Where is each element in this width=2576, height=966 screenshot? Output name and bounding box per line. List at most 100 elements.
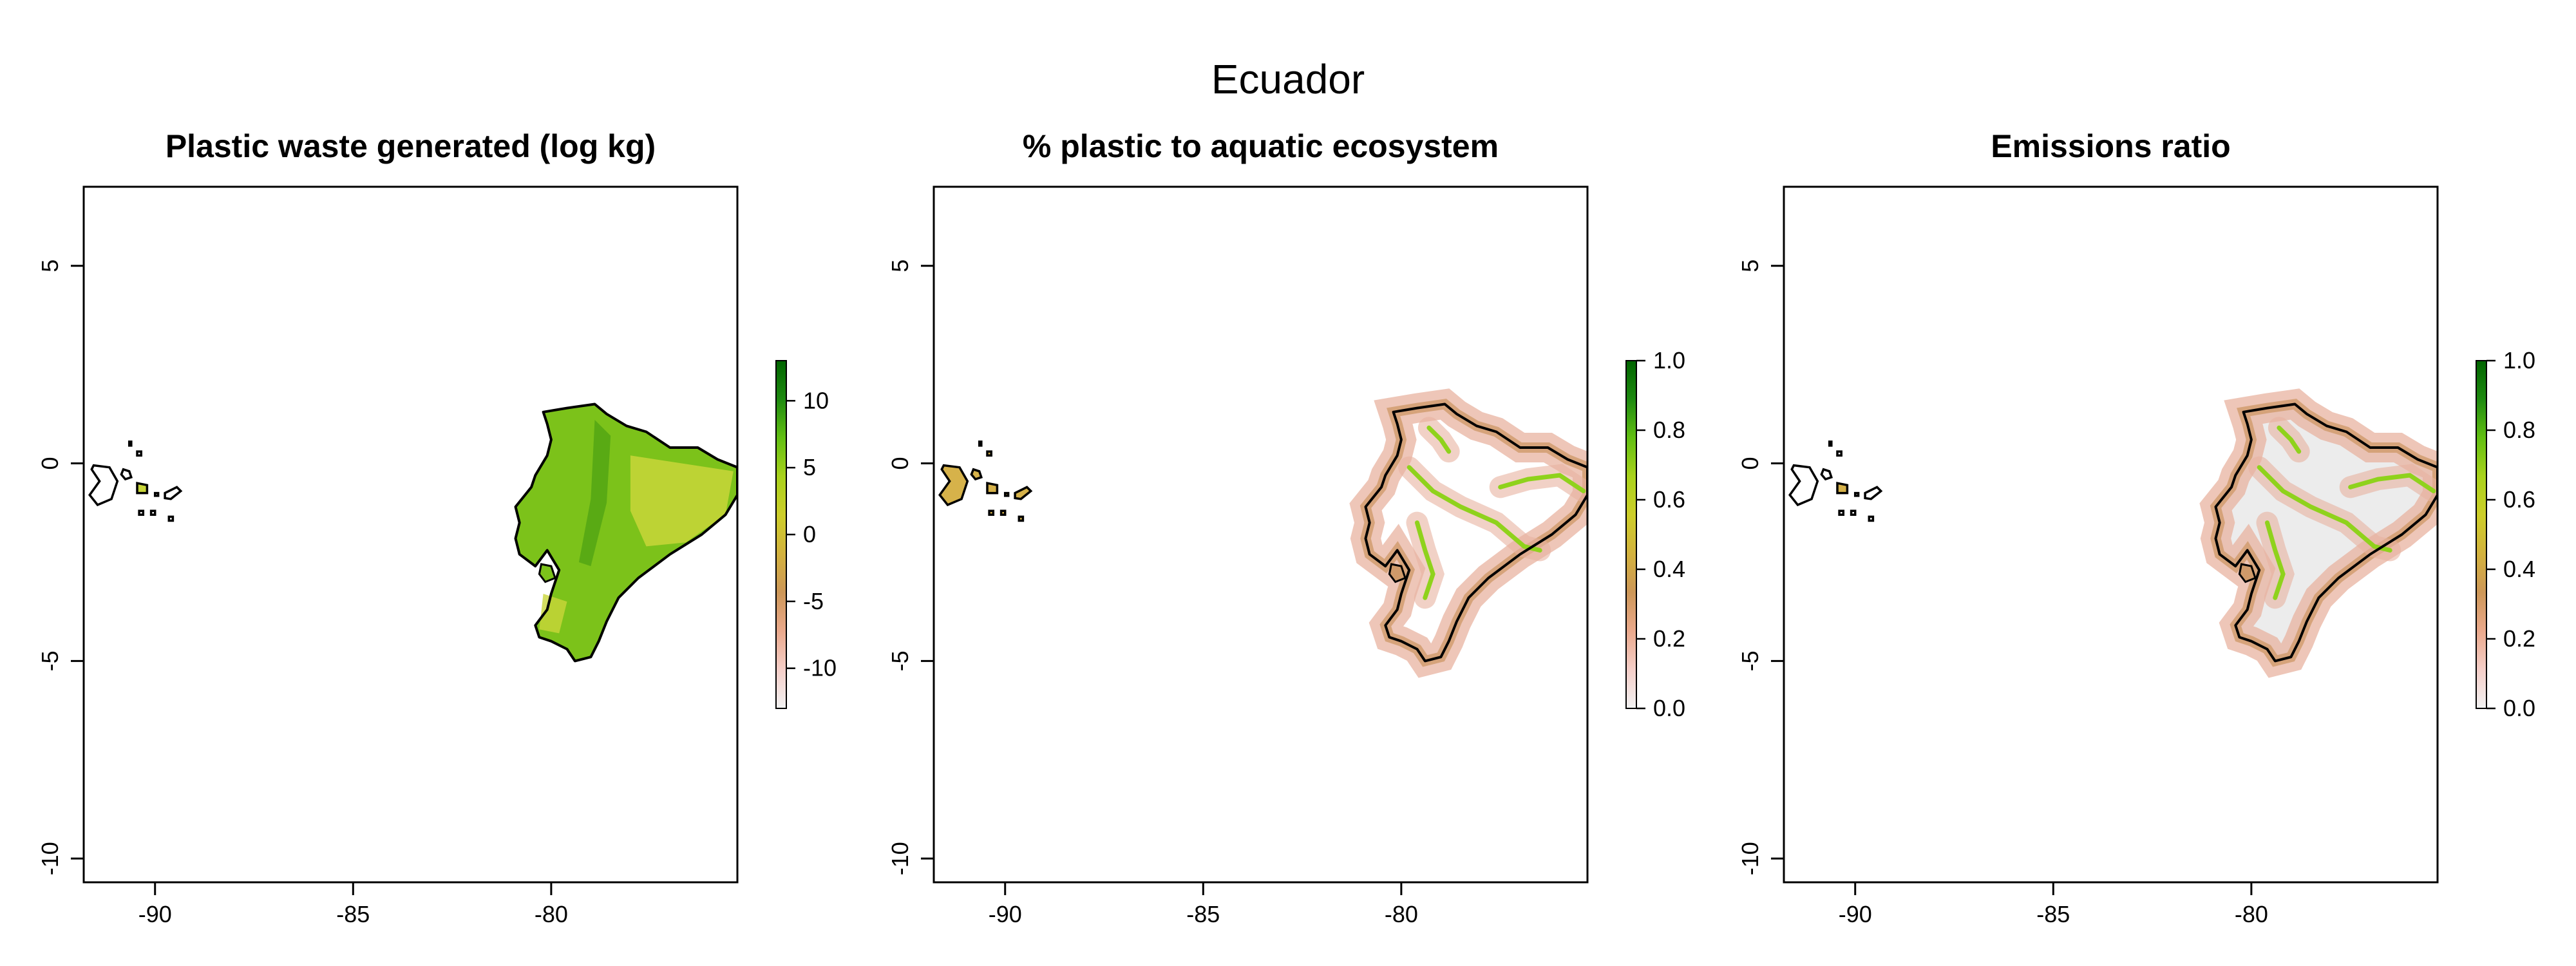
river	[2348, 473, 2436, 493]
y-tick-label: -5	[37, 650, 63, 671]
legend-tick-label: 0.6	[1653, 486, 1685, 513]
legend-tick-label: -5	[803, 588, 824, 614]
galapagos-island	[120, 468, 133, 481]
galapagos-island	[1836, 482, 1849, 495]
legend-tick-label: -10	[803, 655, 837, 681]
legend-tick-label: 0	[803, 521, 816, 547]
river	[1415, 520, 1435, 600]
puna-island	[2238, 563, 2257, 583]
river	[2265, 520, 2286, 600]
legend-bar	[775, 360, 787, 709]
color-legend: 1.0 0.8 0.6 0.4 0.2 0.0	[1625, 347, 1685, 721]
mainland-outline	[1364, 402, 1587, 663]
x-tick-label: -90	[138, 901, 172, 927]
galapagos-island	[1853, 491, 1860, 497]
y-tick-label: 0	[37, 457, 63, 470]
galapagos-island	[167, 515, 175, 522]
galapagos-island	[1838, 509, 1845, 516]
legend-tick-label: 1.0	[2503, 347, 2535, 374]
galapagos-island	[1820, 468, 1833, 481]
y-tick-label: -10	[1737, 842, 1763, 875]
galapagos-island	[136, 482, 149, 495]
x-tick-label: -85	[1186, 901, 1220, 927]
galapagos-island	[970, 468, 983, 481]
galapagos-island	[999, 509, 1007, 516]
mainland-outline	[514, 402, 737, 663]
galapagos-island	[1864, 486, 1883, 500]
river	[2277, 425, 2302, 454]
y-tick-label: 0	[887, 457, 913, 470]
galapagos-island	[149, 509, 156, 516]
panel-title: Plastic waste generated (log kg)	[166, 128, 656, 164]
galapagos-island	[978, 440, 983, 447]
legend-bar	[2476, 360, 2487, 709]
y-tick-label: -10	[37, 842, 63, 875]
color-legend: 10 5 0 -5 -10	[775, 360, 837, 709]
y-tick-label: -10	[887, 842, 913, 875]
legend-tick-label: 0.6	[2503, 486, 2535, 513]
galapagos-island	[88, 464, 119, 507]
galapagos-island	[1018, 515, 1025, 522]
map-panel-3: Emissions ratio -90 -85 -80 5 0 -5 -10 1.0 0.8 0.6…	[1737, 128, 2535, 927]
galapagos-island	[1014, 486, 1033, 500]
river	[1406, 465, 1542, 553]
river	[1426, 425, 1452, 454]
river	[1498, 473, 1586, 493]
x-tick-label: -80	[535, 901, 568, 927]
legend-bar	[1625, 360, 1637, 709]
x-tick-label: -80	[2235, 901, 2268, 927]
puna-island	[538, 563, 556, 583]
y-tick-label: 5	[37, 260, 63, 272]
galapagos-island	[1003, 491, 1010, 497]
galapagos-island	[1850, 509, 1857, 516]
puna-island	[1388, 563, 1406, 583]
galapagos-island	[986, 450, 992, 457]
map-area	[938, 388, 1587, 678]
mainland-outline	[2214, 402, 2438, 663]
x-tick-label: -85	[336, 901, 370, 927]
panel-title: % plastic to aquatic ecosystem	[1023, 128, 1499, 164]
legend-tick-label: 0.4	[2503, 556, 2535, 582]
galapagos-island	[1828, 440, 1833, 447]
y-tick-label: 0	[1737, 457, 1763, 470]
galapagos-island	[153, 491, 160, 497]
y-tick-label: 5	[1737, 260, 1763, 272]
legend-tick-label: 0.2	[1653, 625, 1685, 652]
x-tick-label: -90	[989, 901, 1022, 927]
legend-tick-label: 10	[803, 387, 829, 413]
galapagos-island	[138, 509, 145, 516]
map-area	[1788, 388, 2438, 678]
galapagos-island	[1868, 515, 1875, 522]
x-tick-label: -80	[1385, 901, 1418, 927]
plot-frame	[933, 185, 1589, 884]
legend-tick-label: 0.4	[1653, 556, 1685, 582]
legend-tick-label: 1.0	[1653, 347, 1685, 374]
map-panel-1: Plastic waste generated (log kg) -90 -85 -8…	[37, 128, 837, 927]
southwest-patch	[539, 594, 567, 634]
legend-tick-label: 0.8	[2503, 417, 2535, 443]
legend-tick-label: 0.2	[2503, 625, 2535, 652]
y-tick-label: -5	[887, 650, 913, 671]
y-tick-label: -5	[1737, 650, 1763, 671]
figure-title: Ecuador	[1211, 56, 1365, 102]
river	[2257, 465, 2392, 553]
galapagos-island	[1836, 450, 1842, 457]
plot-frame	[1783, 185, 2439, 884]
andes-ridge	[578, 420, 611, 567]
plot-frame	[82, 185, 739, 884]
color-legend: 1.0 0.8 0.6 0.4 0.2 0.0	[2476, 347, 2535, 721]
map-panel-2: % plastic to aquatic ecosystem -90 -85 -80 5…	[887, 128, 1685, 927]
legend-tick-label: 0.0	[2503, 695, 2535, 721]
legend-tick-label: 5	[803, 454, 816, 480]
galapagos-island	[1788, 464, 1819, 507]
y-tick-label: 5	[887, 260, 913, 272]
map-area	[88, 402, 737, 663]
panel-title: Emissions ratio	[1991, 128, 2230, 164]
x-tick-label: -90	[1839, 901, 1872, 927]
lowland-patch	[630, 455, 734, 547]
legend-tick-label: 0.8	[1653, 417, 1685, 443]
galapagos-island	[938, 464, 969, 507]
legend-tick-label: 0.0	[1653, 695, 1685, 721]
